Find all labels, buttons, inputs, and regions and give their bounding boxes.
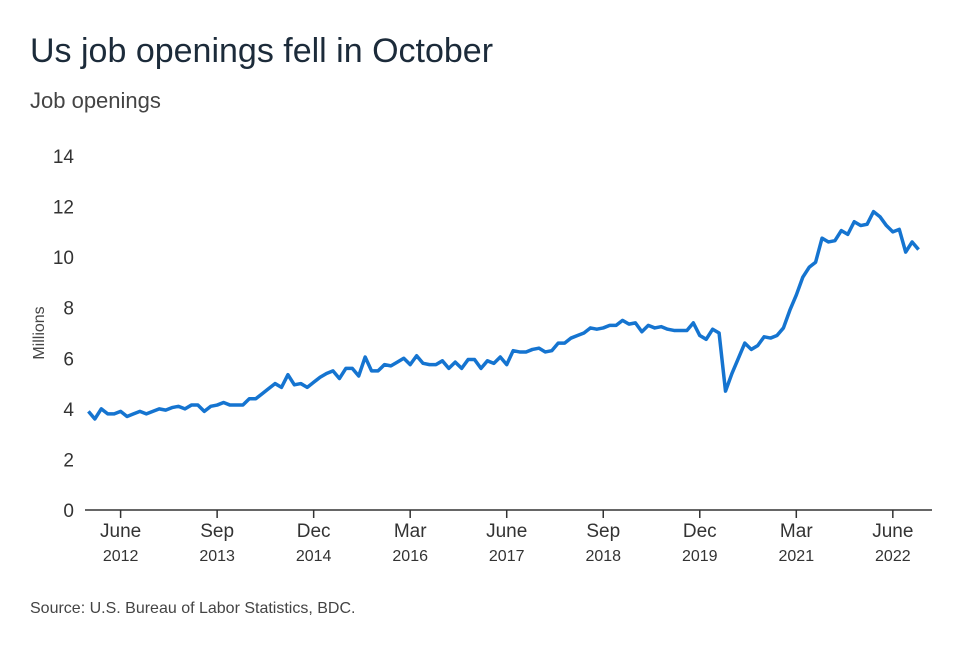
x-tick-label-line: Dec [683, 521, 717, 542]
y-tick-label: 2 [63, 450, 74, 471]
x-tick-label-line: Dec [297, 521, 331, 542]
y-tick-label: 0 [63, 501, 74, 522]
y-tick-label: 6 [63, 349, 74, 370]
x-tick-label-line: Sep [200, 521, 234, 542]
x-tick-label-line: June [100, 521, 141, 542]
x-tick-label-line: 2021 [779, 548, 815, 565]
source: Source: U.S. Bureau of Labor Statistics,… [30, 600, 355, 617]
chart-subtitle: Job openings [30, 88, 161, 113]
x-tick-label: Mar 2021 [779, 521, 815, 565]
chart-title: Us job openings fell in October [30, 32, 493, 70]
x-tick-label-line: 2012 [103, 548, 139, 565]
x-tick-label-line: 2013 [199, 548, 235, 565]
data-line [87, 209, 920, 421]
x-tick-label-line: 2019 [682, 548, 718, 565]
y-tick-label: 10 [53, 248, 74, 269]
x-tick-label-line: 2018 [585, 548, 621, 565]
x-tick-label-line: 2017 [489, 548, 525, 565]
x-tick-label-line: Mar [780, 521, 813, 542]
y-axis-label: Millions [31, 306, 48, 359]
x-tick-label-line: June [486, 521, 527, 542]
x-tick-label: Dec 2019 [682, 521, 718, 565]
x-tick-label: June 2017 [486, 521, 527, 565]
y-tick-label: 12 [53, 198, 74, 219]
x-tick-label: June 2022 [872, 521, 913, 565]
y-tick-label: 4 [63, 400, 74, 421]
x-tick-label-line: 2014 [296, 548, 332, 565]
x-tick-label-line: Mar [394, 521, 427, 542]
x-tick-label: Dec 2014 [296, 521, 332, 565]
x-tick-label-line: 2016 [392, 548, 428, 565]
y-tick-label: 14 [53, 147, 75, 168]
x-tick-label: Sep 2018 [585, 521, 621, 565]
x-tick-label-line: Sep [586, 521, 620, 542]
x-tick-label: Sep 2013 [199, 521, 235, 565]
x-tick-label-line: 2022 [875, 548, 911, 565]
x-tick-label: June 2012 [100, 521, 141, 565]
x-tick-label: Mar 2016 [392, 521, 428, 565]
y-tick-label: 8 [63, 299, 74, 320]
x-tick-label-line: June [872, 521, 913, 542]
